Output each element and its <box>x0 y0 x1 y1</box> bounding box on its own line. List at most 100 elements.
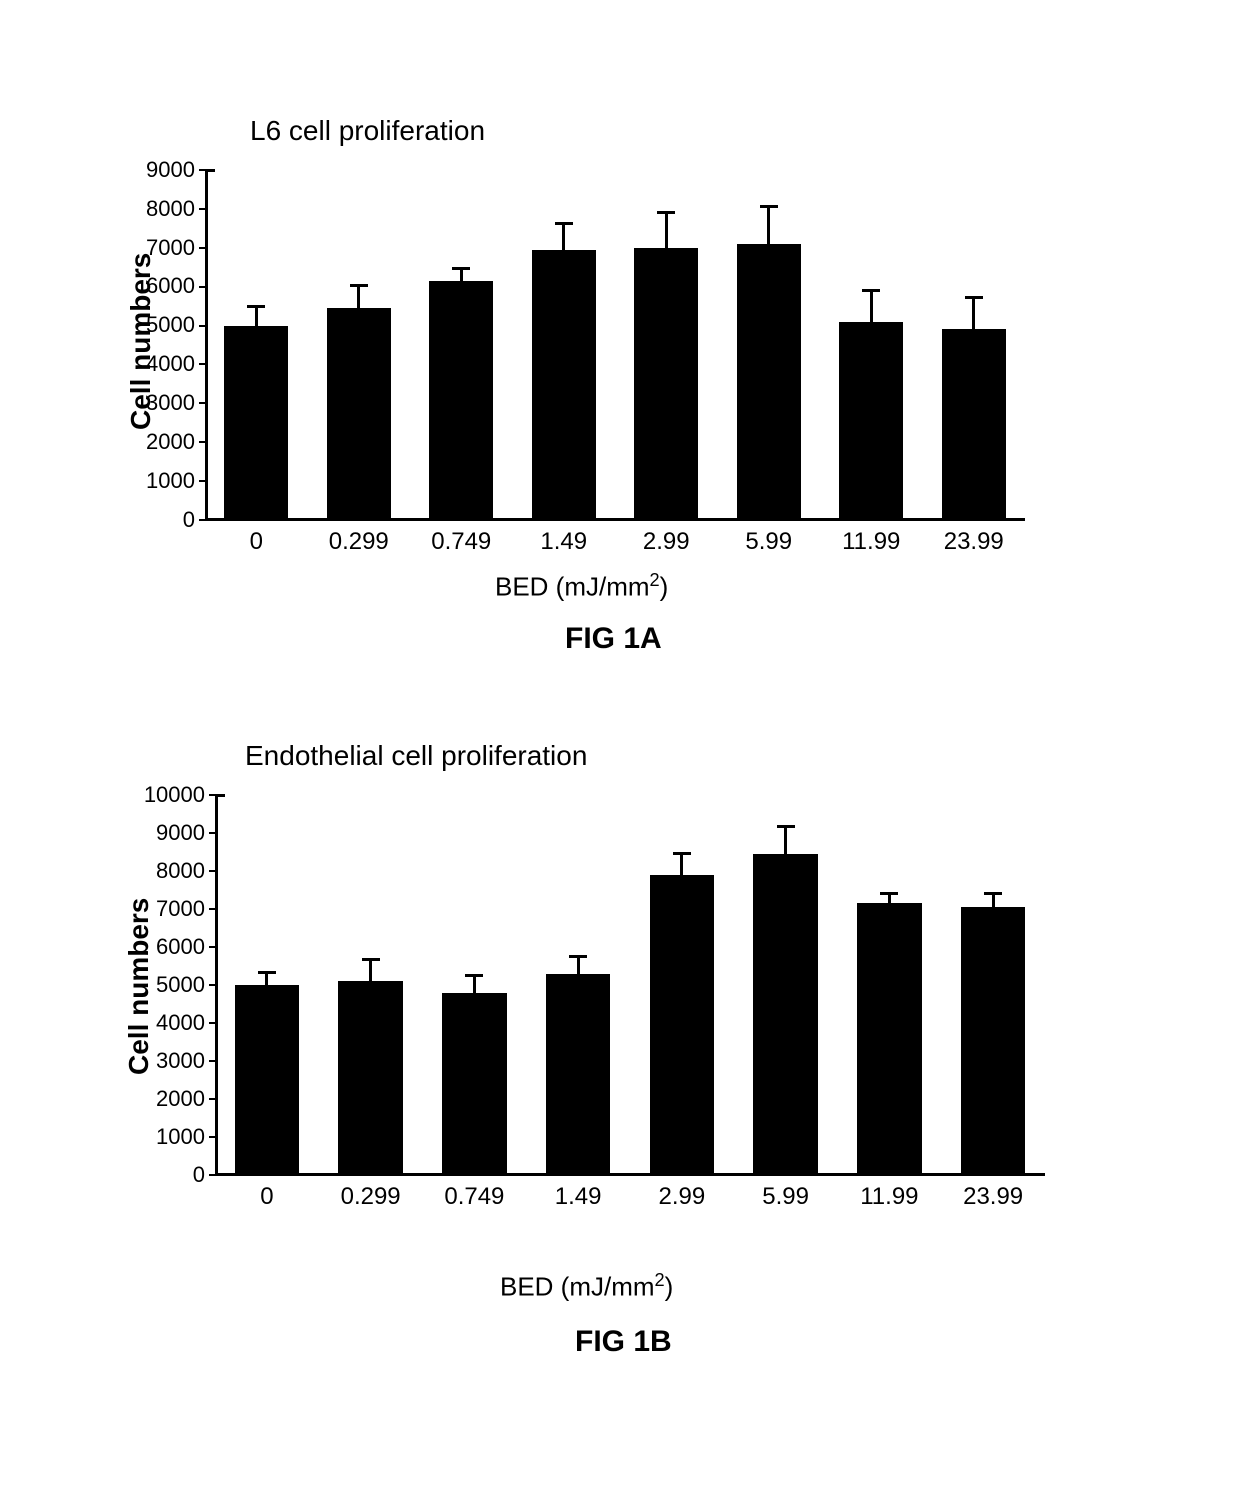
xtick-label: 0.749 <box>411 528 511 556</box>
errorbar-stem <box>665 212 668 248</box>
errorbar-cap <box>657 211 675 214</box>
bar <box>961 907 1025 1175</box>
ytick-label: 2000 <box>125 1086 205 1112</box>
errorbar-stem <box>460 269 463 281</box>
errorbar-stem <box>473 976 476 993</box>
bar <box>737 244 801 520</box>
chart-title: Endothelial cell proliferation <box>245 740 587 772</box>
ytick-label: 2000 <box>115 429 195 455</box>
ytick-mark <box>199 247 205 249</box>
bar <box>338 981 402 1175</box>
chart-B: Endothelial cell proliferation0100020003… <box>85 740 1065 1380</box>
ytick-mark <box>199 402 205 404</box>
chart-title: L6 cell proliferation <box>250 115 485 147</box>
errorbar-stem <box>680 853 683 875</box>
xtick-label: 0 <box>206 528 306 556</box>
ytick-mark <box>199 441 205 443</box>
y-axis-title: Cell numbers <box>125 253 157 430</box>
bar <box>650 875 714 1175</box>
ytick-mark <box>209 1136 215 1138</box>
figure-label: FIG 1B <box>575 1325 672 1359</box>
errorbar-stem <box>255 307 258 326</box>
ytick-label: 8000 <box>125 858 205 884</box>
errorbar-stem <box>369 960 372 981</box>
errorbar-stem <box>562 224 565 250</box>
plot-area: 010002000300040005000600070008000900000.… <box>205 170 1025 520</box>
errorbar-cap <box>350 284 368 287</box>
xtick-label: 2.99 <box>632 1183 732 1211</box>
ytick-mark <box>209 908 215 910</box>
xtick-label: 2.99 <box>616 528 716 556</box>
ytick-mark <box>209 832 215 834</box>
errorbar-stem <box>577 957 580 974</box>
errorbar-cap <box>777 825 795 828</box>
errorbar-stem <box>357 286 360 308</box>
bar <box>857 903 921 1175</box>
x-axis-title: BED (mJ/mm2) <box>500 1270 673 1303</box>
errorbar-cap <box>362 958 380 961</box>
xtick-label: 0.299 <box>309 528 409 556</box>
ytick-mark <box>209 984 215 986</box>
xtick-label: 23.99 <box>924 528 1024 556</box>
xtick-label: 11.99 <box>839 1183 939 1211</box>
xtick-label: 5.99 <box>719 528 819 556</box>
errorbar-cap <box>862 289 880 292</box>
errorbar-stem <box>972 297 975 329</box>
xtick-label: 5.99 <box>736 1183 836 1211</box>
errorbar-cap <box>673 852 691 855</box>
y-axis <box>215 795 218 1175</box>
errorbar-stem <box>870 291 873 322</box>
ytick-mark <box>199 208 205 210</box>
xtick-label: 1.49 <box>514 528 614 556</box>
figure-label: FIG 1A <box>565 622 662 656</box>
bar <box>442 993 506 1175</box>
bar <box>429 281 493 520</box>
errorbar-cap <box>965 296 983 299</box>
errorbar-cap <box>760 205 778 208</box>
bar <box>634 248 698 520</box>
bar <box>942 329 1006 520</box>
ytick-label: 0 <box>125 1162 205 1188</box>
ytick-label: 0 <box>115 507 195 533</box>
xtick-label: 1.49 <box>528 1183 628 1211</box>
errorbar-cap <box>555 222 573 225</box>
ytick-mark <box>209 1060 215 1062</box>
ytick-label: 9000 <box>115 157 195 183</box>
errorbar-stem <box>784 827 787 854</box>
errorbar-cap <box>880 892 898 895</box>
bar <box>235 985 299 1175</box>
x-axis-title: BED (mJ/mm2) <box>495 570 668 603</box>
errorbar-stem <box>265 972 268 985</box>
ytick-label: 1000 <box>115 468 195 494</box>
errorbar-cap <box>247 305 265 308</box>
bar <box>224 326 288 520</box>
ytick-mark <box>209 1098 215 1100</box>
bar <box>839 322 903 520</box>
xtick-label: 0.299 <box>321 1183 421 1211</box>
ytick-mark <box>209 794 215 796</box>
xtick-label: 23.99 <box>943 1183 1043 1211</box>
bar <box>753 854 817 1175</box>
xtick-label: 11.99 <box>821 528 921 556</box>
ytick-mark <box>199 325 205 327</box>
ytick-mark <box>209 870 215 872</box>
y-axis-top-tick <box>205 169 215 172</box>
xtick-label: 0 <box>217 1183 317 1211</box>
errorbar-cap <box>984 892 1002 895</box>
y-axis-top-tick <box>215 794 225 797</box>
y-axis-title: Cell numbers <box>123 898 155 1075</box>
bar <box>327 308 391 520</box>
ytick-label: 10000 <box>125 782 205 808</box>
errorbar-cap <box>258 971 276 974</box>
ytick-label: 1000 <box>125 1124 205 1150</box>
ytick-label: 9000 <box>125 820 205 846</box>
errorbar-cap <box>465 974 483 977</box>
errorbar-cap <box>569 955 587 958</box>
chart-A: L6 cell proliferation 0100020003000400050… <box>85 60 1045 680</box>
ytick-mark <box>199 286 205 288</box>
errorbar-stem <box>767 207 770 244</box>
y-axis <box>205 170 208 520</box>
ytick-mark <box>199 480 205 482</box>
errorbar-stem <box>992 893 995 907</box>
ytick-label: 8000 <box>115 196 195 222</box>
